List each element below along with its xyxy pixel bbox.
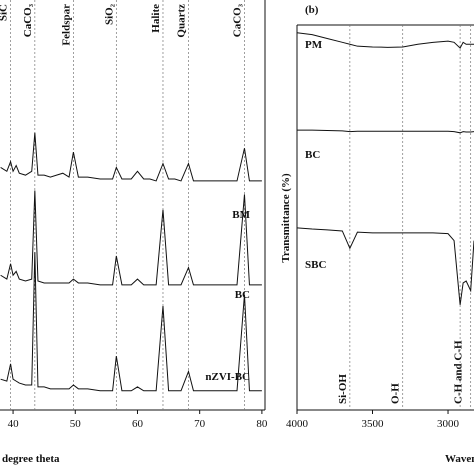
series-label: PM [305, 39, 323, 51]
annotation-label: Feldspar [60, 4, 72, 46]
x-tick-label: 4000 [286, 418, 309, 430]
x-tick-label: 80 [256, 418, 268, 430]
annotation-label: Halite [150, 4, 162, 33]
y-axis-label: Transmittance (%) [280, 173, 292, 263]
series-label: BC [305, 149, 320, 161]
x-axis-label: degree theta [2, 453, 60, 465]
series-label: BC [235, 289, 250, 301]
series-label: SBC [305, 259, 326, 271]
data-line [297, 129, 474, 134]
x-tick-label: 60 [132, 418, 144, 430]
annotation-label: CaCO₃ [22, 3, 34, 37]
annotation-label: SiO₂ [103, 3, 115, 25]
annotation-label: CaCO₃ [231, 3, 243, 37]
x-tick-label: 3000 [437, 418, 460, 430]
annotation-label: Quartz [175, 4, 187, 38]
data-line [296, 32, 474, 49]
x-axis-label: Wavenumber (cm⁻¹) [445, 453, 474, 465]
x-tick-label: 50 [70, 418, 82, 430]
series-label: nZVI-BC [205, 371, 250, 383]
data-line [0, 190, 262, 286]
panel-label: (b) [305, 4, 319, 16]
data-line [296, 227, 474, 305]
x-tick-label: 3500 [362, 418, 385, 430]
data-line [0, 132, 262, 182]
x-tick-label: 70 [194, 418, 206, 430]
annotation-label: C-H and C-H [452, 340, 464, 404]
annotation-label: Si-OH [337, 374, 349, 404]
x-tick-label: 40 [8, 418, 20, 430]
annotation-label: O-H [390, 383, 402, 404]
series-label: BM [232, 209, 250, 221]
annotation-label: SiC [0, 4, 10, 21]
data-line [0, 252, 262, 392]
